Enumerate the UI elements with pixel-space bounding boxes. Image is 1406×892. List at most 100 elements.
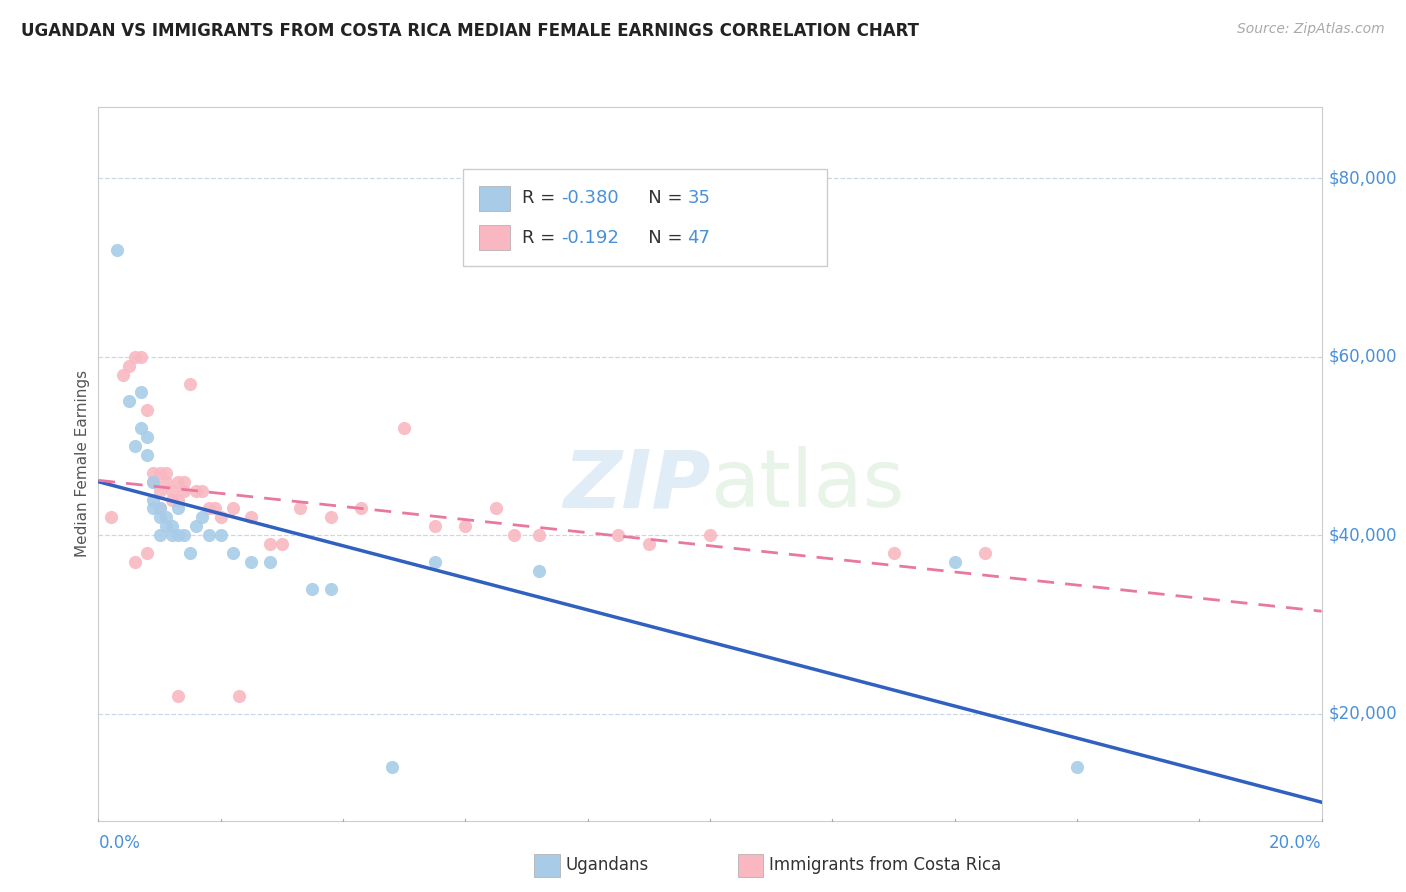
Point: [160, 492, 183, 507]
Point: [209, 510, 232, 524]
Point: [142, 466, 165, 480]
Point: [191, 483, 214, 498]
Point: [149, 466, 172, 480]
Point: [197, 501, 219, 516]
Point: [607, 528, 630, 542]
Point: [118, 359, 141, 373]
Point: [129, 350, 152, 364]
Point: [124, 439, 146, 453]
Text: $80,000: $80,000: [1329, 169, 1398, 187]
Point: [179, 376, 201, 391]
Point: [160, 528, 183, 542]
Point: [191, 510, 214, 524]
Point: [240, 510, 263, 524]
Point: [173, 475, 195, 489]
Point: [527, 528, 550, 542]
Point: [149, 501, 172, 516]
Point: [160, 519, 183, 533]
Point: [155, 475, 177, 489]
Point: [209, 528, 232, 542]
Point: [228, 689, 250, 703]
Text: Source: ZipAtlas.com: Source: ZipAtlas.com: [1237, 22, 1385, 37]
Point: [155, 519, 177, 533]
Point: [240, 555, 263, 569]
Point: [149, 483, 172, 498]
Point: [105, 243, 128, 257]
Text: ZIP: ZIP: [562, 446, 710, 524]
Text: 20.0%: 20.0%: [1270, 834, 1322, 852]
Point: [136, 546, 159, 560]
Point: [167, 501, 190, 516]
Text: $60,000: $60,000: [1329, 348, 1398, 366]
Point: [222, 546, 245, 560]
Point: [173, 483, 195, 498]
Point: [503, 528, 526, 542]
Point: [149, 501, 172, 516]
Text: $40,000: $40,000: [1329, 526, 1398, 544]
Point: [204, 501, 226, 516]
Point: [118, 394, 141, 409]
Point: [155, 466, 177, 480]
Text: UGANDAN VS IMMIGRANTS FROM COSTA RICA MEDIAN FEMALE EARNINGS CORRELATION CHART: UGANDAN VS IMMIGRANTS FROM COSTA RICA ME…: [21, 22, 920, 40]
Text: -0.192: -0.192: [561, 229, 619, 247]
Text: Immigrants from Costa Rica: Immigrants from Costa Rica: [769, 856, 1001, 874]
Point: [167, 528, 190, 542]
Text: 35: 35: [688, 189, 710, 208]
Point: [186, 519, 208, 533]
Point: [186, 483, 208, 498]
Point: [637, 537, 661, 551]
Y-axis label: Median Female Earnings: Median Female Earnings: [75, 370, 90, 558]
Point: [136, 403, 159, 417]
Point: [149, 510, 172, 524]
Point: [974, 546, 997, 560]
Point: [155, 510, 177, 524]
Point: [142, 475, 165, 489]
Point: [167, 689, 190, 703]
Point: [142, 501, 165, 516]
Point: [699, 528, 721, 542]
Point: [454, 519, 477, 533]
Point: [100, 510, 122, 524]
Point: [301, 582, 323, 596]
Text: R =: R =: [522, 189, 561, 208]
Point: [197, 528, 219, 542]
Point: [111, 368, 134, 382]
Point: [485, 501, 508, 516]
Point: [259, 555, 281, 569]
Text: R =: R =: [522, 229, 567, 247]
Point: [124, 555, 146, 569]
Point: [319, 582, 342, 596]
Point: [270, 537, 292, 551]
Point: [160, 483, 183, 498]
Point: [423, 555, 446, 569]
Point: [136, 448, 159, 462]
Text: 47: 47: [688, 229, 710, 247]
Point: [129, 421, 152, 435]
Point: [381, 760, 404, 774]
Point: [259, 537, 281, 551]
Text: 0.0%: 0.0%: [98, 834, 141, 852]
Point: [167, 475, 190, 489]
Point: [423, 519, 446, 533]
Point: [136, 430, 159, 444]
Point: [319, 510, 342, 524]
Point: [142, 475, 165, 489]
Point: [222, 501, 245, 516]
Text: N =: N =: [631, 229, 689, 247]
Point: [290, 501, 312, 516]
Text: N =: N =: [631, 189, 689, 208]
Text: $20,000: $20,000: [1329, 705, 1398, 723]
Point: [350, 501, 373, 516]
Point: [142, 492, 165, 507]
Point: [167, 492, 190, 507]
Text: -0.380: -0.380: [561, 189, 619, 208]
Text: Ugandans: Ugandans: [565, 856, 648, 874]
Point: [124, 350, 146, 364]
Point: [883, 546, 905, 560]
Point: [173, 528, 195, 542]
Point: [149, 528, 172, 542]
Text: atlas: atlas: [710, 446, 904, 524]
Point: [392, 421, 416, 435]
Point: [1066, 760, 1088, 774]
Point: [129, 385, 152, 400]
